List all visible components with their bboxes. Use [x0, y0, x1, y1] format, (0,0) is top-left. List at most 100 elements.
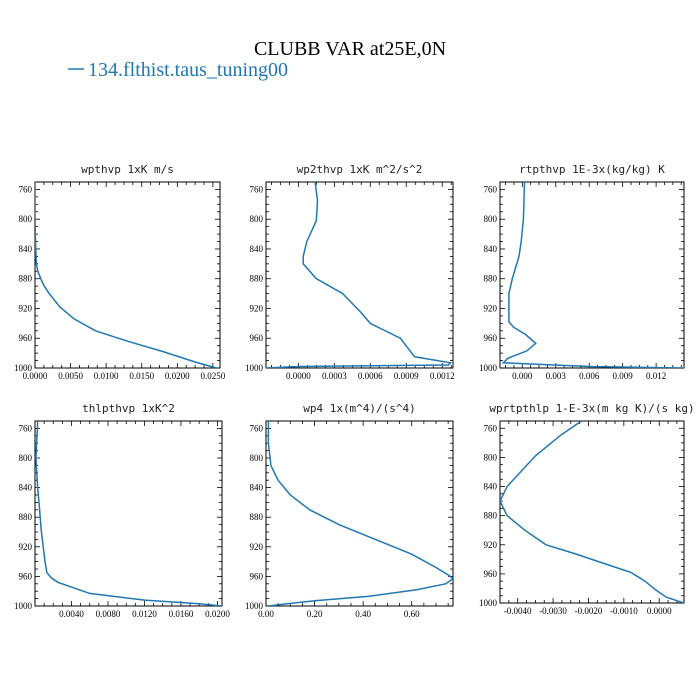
- legend: 134.flthist.taus_tuning00: [68, 59, 288, 81]
- x-tick-label: 0.0150: [129, 371, 154, 381]
- y-tick-label: 920: [484, 540, 498, 550]
- panel-title: thlpthvp 1xK^2: [82, 402, 175, 415]
- x-tick-label: 0.012: [646, 371, 666, 381]
- y-tick-label: 960: [484, 333, 498, 343]
- plot-frame: [265, 420, 454, 607]
- y-tick-label: 800: [250, 453, 264, 463]
- y-tick-label: 960: [19, 333, 33, 343]
- y-tick-label: 1000: [245, 363, 264, 373]
- y-tick-label: 920: [19, 303, 33, 313]
- y-tick-label: 840: [19, 244, 33, 254]
- y-tick-label: 920: [250, 542, 264, 552]
- series-line: [267, 421, 453, 606]
- x-tick-label: 0.006: [579, 371, 600, 381]
- y-tick-label: 880: [250, 512, 264, 522]
- plot-frame: [499, 420, 685, 604]
- x-tick-label: 0.40: [355, 609, 371, 619]
- y-tick-label: 800: [19, 453, 33, 463]
- y-tick-label: 960: [250, 333, 264, 343]
- y-tick-label: 760: [250, 184, 264, 194]
- series-line: [35, 182, 217, 368]
- x-tick-label: 0.0009: [394, 371, 419, 381]
- panel-title: rtpthvp 1E-3x(kg/kg) K: [519, 163, 665, 176]
- x-tick-label: 0.003: [546, 371, 567, 381]
- y-tick-label: 1000: [245, 601, 264, 611]
- y-tick-label: 760: [19, 184, 33, 194]
- x-tick-label: 0.0040: [59, 609, 84, 619]
- x-tick-label: 0.0006: [358, 371, 383, 381]
- plot-frame: [265, 181, 454, 369]
- x-tick-label: 0.0012: [430, 371, 455, 381]
- x-tick-label: 0.0250: [201, 371, 226, 381]
- x-tick-label: 0.0100: [94, 371, 119, 381]
- x-tick-label: 0.20: [307, 609, 323, 619]
- x-tick-label: 0.00: [258, 609, 274, 619]
- x-tick-label: 0.000: [512, 371, 533, 381]
- y-tick-label: 880: [19, 274, 33, 284]
- y-tick-label: 1000: [479, 598, 498, 608]
- y-tick-label: 1000: [14, 363, 33, 373]
- y-tick-label: 760: [250, 423, 264, 433]
- y-tick-label: 880: [484, 274, 498, 284]
- series-line: [35, 421, 222, 606]
- y-tick-label: 800: [484, 452, 498, 462]
- x-tick-label: 0.009: [613, 371, 634, 381]
- x-tick-label: -0.0020: [575, 606, 603, 616]
- series-line: [500, 421, 684, 603]
- y-tick-label: 840: [484, 482, 498, 492]
- y-tick-label: 960: [19, 571, 33, 581]
- y-tick-label: 760: [484, 423, 498, 433]
- panel-rtpthvp: rtpthvp 1E-3x(kg/kg) K 760 800 840 880 920 960…: [479, 163, 685, 381]
- panel-thlpthvp: thlpthvp 1xK^2 760 800 840 880 920 960 1000 0.00…: [14, 402, 230, 619]
- panel-title: wp4 1x(m^4)/(s^4): [303, 402, 416, 415]
- y-tick-label: 800: [19, 214, 33, 224]
- y-tick-label: 800: [250, 214, 264, 224]
- panel-wprtpthlp: wprtpthlp 1-E-3x(m kg K)/(s kg) 760 800 840…: [479, 402, 695, 616]
- x-tick-label: 0.0000: [647, 606, 672, 616]
- series-line: [266, 182, 453, 368]
- y-tick-label: 920: [484, 303, 498, 313]
- x-tick-label: 0.0000: [286, 371, 311, 381]
- figure-title: CLUBB VAR at25E,0N: [254, 38, 446, 60]
- y-tick-label: 960: [250, 571, 264, 581]
- y-tick-label: 880: [250, 274, 264, 284]
- x-tick-label: 0.0050: [58, 371, 83, 381]
- x-tick-label: -0.0040: [504, 606, 532, 616]
- y-tick-label: 840: [250, 483, 264, 493]
- x-tick-label: 0.0120: [132, 609, 157, 619]
- y-tick-label: 880: [484, 511, 498, 521]
- y-tick-label: 840: [250, 244, 264, 254]
- y-tick-label: 760: [19, 423, 33, 433]
- x-tick-label: 0.60: [404, 609, 420, 619]
- y-tick-label: 840: [19, 483, 33, 493]
- y-tick-label: 760: [484, 184, 498, 194]
- panel-title: wpthvp 1xK m/s: [81, 163, 174, 176]
- y-tick-label: 800: [484, 214, 498, 224]
- x-tick-label: 0.0160: [169, 609, 194, 619]
- y-tick-label: 920: [250, 303, 264, 313]
- legend-label: 134.flthist.taus_tuning00: [88, 59, 288, 81]
- panel-wp2thvp: wp2thvp 1xK m^2/s^2 760 800 840 880 920 960 100…: [245, 163, 455, 381]
- plot-frame: [499, 181, 685, 369]
- x-tick-label: 0.0200: [165, 371, 190, 381]
- y-tick-label: 1000: [14, 601, 33, 611]
- y-tick-label: 960: [484, 569, 498, 579]
- y-tick-label: 840: [484, 244, 498, 254]
- x-tick-label: -0.0030: [539, 606, 567, 616]
- y-tick-label: 880: [19, 512, 33, 522]
- panel-title: wprtpthlp 1-E-3x(m kg K)/(s kg): [489, 402, 694, 415]
- plot-frame: [34, 181, 221, 369]
- x-tick-label: 0.0000: [23, 371, 48, 381]
- panel-title: wp2thvp 1xK m^2/s^2: [297, 163, 423, 176]
- plot-frame: [34, 420, 223, 607]
- x-tick-label: 0.0200: [205, 609, 230, 619]
- panel-wpthvp: wpthvp 1xK m/s76080084088092096010000.00…: [14, 163, 226, 381]
- x-tick-label: 0.0003: [322, 371, 347, 381]
- y-tick-label: 1000: [479, 363, 498, 373]
- x-tick-label: 0.0080: [96, 609, 121, 619]
- series-line: [501, 182, 684, 368]
- x-tick-label: -0.0010: [610, 606, 638, 616]
- y-tick-label: 920: [19, 542, 33, 552]
- panel-wp4: wp4 1x(m^4)/(s^4)76080084088092096010000…: [245, 402, 454, 619]
